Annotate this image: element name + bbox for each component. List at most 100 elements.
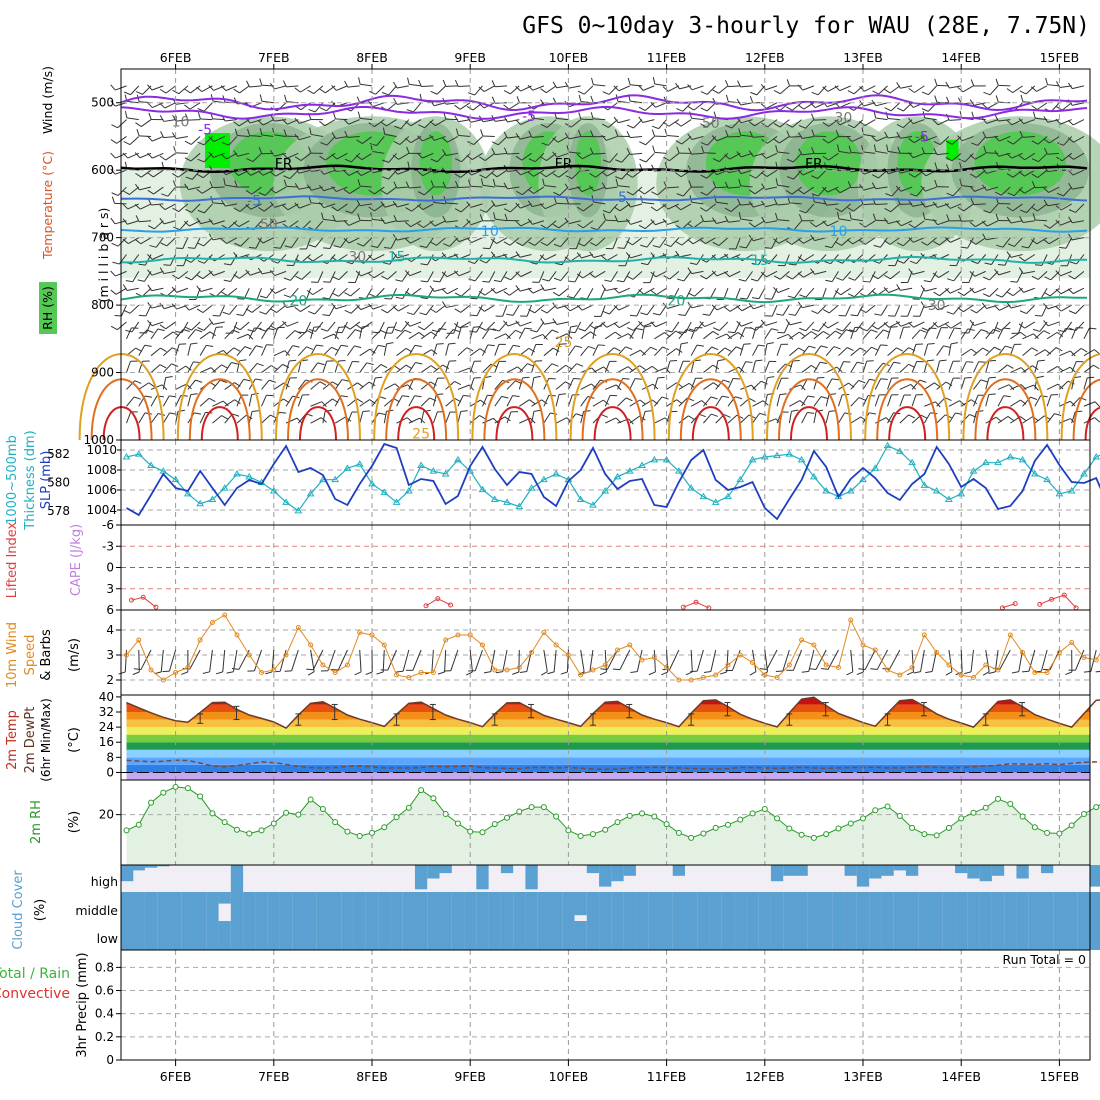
barb-flag bbox=[616, 280, 624, 283]
barb-flag bbox=[195, 379, 203, 383]
barb-flag bbox=[175, 247, 183, 250]
barb-flag bbox=[657, 376, 665, 379]
barb-flag bbox=[493, 418, 499, 424]
wind-barb bbox=[138, 329, 154, 340]
barb-flag bbox=[454, 380, 462, 386]
barb-flag bbox=[540, 156, 547, 162]
wind-barb bbox=[245, 203, 262, 210]
barb-shaft bbox=[494, 361, 500, 373]
wind-barb bbox=[357, 213, 373, 222]
barb-flag bbox=[652, 312, 660, 316]
wind-barb bbox=[307, 85, 324, 95]
wind-barb bbox=[134, 237, 152, 245]
wind-barb bbox=[224, 399, 241, 407]
barb-flag bbox=[551, 329, 559, 334]
barb-flag bbox=[356, 199, 361, 206]
barb-shaft bbox=[175, 135, 188, 140]
barb-flag bbox=[487, 344, 495, 347]
barb-shaft bbox=[397, 254, 409, 259]
wind-barb bbox=[285, 417, 303, 424]
wind-barb bbox=[395, 287, 410, 300]
barb-shaft bbox=[299, 119, 311, 124]
wind-barb bbox=[135, 169, 152, 178]
wind-barb bbox=[393, 214, 409, 223]
barb-shaft bbox=[150, 364, 161, 373]
barb-flag bbox=[491, 141, 499, 146]
wind-barb bbox=[430, 237, 446, 246]
barb-shaft bbox=[520, 270, 532, 278]
barb-flag bbox=[978, 361, 986, 363]
barb-flag bbox=[431, 329, 439, 333]
barb-shaft bbox=[151, 85, 164, 91]
barb-shaft bbox=[132, 271, 140, 282]
barb-flag bbox=[234, 399, 241, 405]
barb-flag bbox=[283, 175, 291, 180]
barb-flag bbox=[355, 170, 362, 176]
barb-shaft bbox=[138, 345, 146, 356]
barb-shaft bbox=[396, 220, 409, 223]
barb-flag bbox=[598, 344, 606, 346]
wind-barb bbox=[419, 304, 434, 316]
barb-shaft bbox=[329, 237, 336, 249]
barb-shaft bbox=[599, 288, 606, 300]
barb-flag bbox=[258, 147, 263, 154]
barb-shaft bbox=[536, 321, 545, 333]
barb-flag bbox=[148, 382, 155, 388]
barb-flag bbox=[163, 264, 171, 266]
barb-flag bbox=[589, 147, 594, 155]
barb-shaft bbox=[273, 350, 285, 357]
wind-barb bbox=[539, 203, 557, 210]
barb-flag bbox=[615, 176, 622, 180]
wind-barb bbox=[138, 304, 152, 317]
barb-flag bbox=[570, 325, 578, 328]
wind-barb bbox=[613, 321, 631, 329]
barb-flag bbox=[635, 328, 643, 331]
barb-shaft bbox=[432, 411, 438, 424]
barb-flag bbox=[184, 157, 192, 162]
barb-shaft bbox=[236, 333, 249, 340]
barb-shaft bbox=[396, 347, 407, 357]
barb-flag bbox=[442, 79, 447, 87]
wind-barb bbox=[110, 136, 127, 144]
wind-barb bbox=[577, 237, 594, 247]
barb-flag bbox=[270, 325, 277, 330]
barb-flag bbox=[392, 201, 398, 208]
barb-flag bbox=[491, 80, 496, 87]
barb-shaft bbox=[482, 328, 490, 340]
barb-shaft bbox=[131, 321, 140, 333]
wind-barb bbox=[494, 343, 506, 356]
barb-flag bbox=[429, 285, 435, 292]
barb-shaft bbox=[224, 329, 234, 340]
barb-flag bbox=[370, 245, 378, 249]
barb-flag bbox=[515, 132, 521, 140]
barb-shaft bbox=[274, 119, 287, 122]
barb-shaft bbox=[248, 411, 253, 424]
barb-shaft bbox=[178, 203, 189, 212]
wind-barb bbox=[652, 77, 667, 87]
wind-barb bbox=[515, 320, 532, 327]
barb-flag bbox=[344, 158, 352, 163]
barb-flag bbox=[394, 328, 402, 332]
barb-shaft bbox=[618, 85, 630, 92]
barb-shaft bbox=[509, 237, 520, 246]
barb-flag bbox=[296, 417, 303, 424]
barb-shaft bbox=[212, 321, 225, 325]
barb-flag bbox=[395, 296, 403, 300]
barb-flag bbox=[149, 244, 157, 248]
wind-barb bbox=[359, 381, 376, 390]
barb-shaft bbox=[324, 119, 336, 127]
barb-shaft bbox=[531, 377, 535, 390]
barb-shaft bbox=[531, 135, 544, 138]
barb-flag bbox=[147, 319, 153, 327]
wind-barb bbox=[613, 287, 630, 294]
barb-shaft bbox=[310, 327, 315, 339]
barb-shaft bbox=[593, 186, 606, 192]
barb-flag bbox=[220, 85, 227, 91]
barb-shaft bbox=[643, 85, 655, 91]
barb-flag bbox=[208, 136, 215, 142]
barb-shaft bbox=[230, 271, 238, 282]
barb-shaft bbox=[338, 271, 348, 281]
rh-contour-80 bbox=[419, 131, 453, 196]
barb-shaft bbox=[445, 186, 458, 189]
wind-barb bbox=[625, 252, 643, 259]
